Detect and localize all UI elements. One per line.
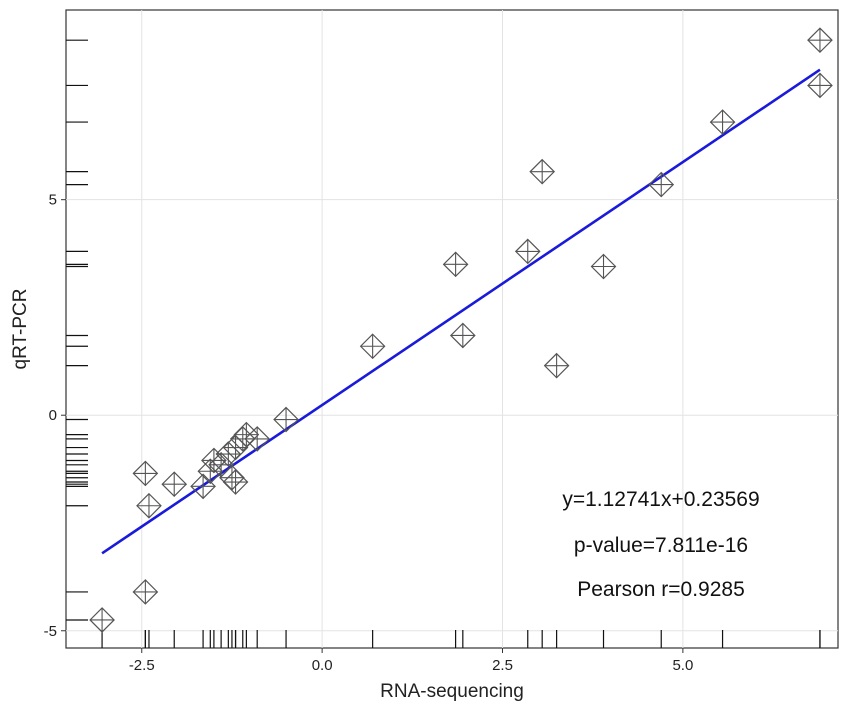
point-layer — [89, 27, 833, 633]
p-value-label: p-value=7.811e-16 — [574, 534, 748, 557]
data-point — [709, 109, 736, 135]
data-point — [529, 158, 556, 185]
data-point — [215, 441, 242, 467]
data-point — [132, 460, 159, 487]
data-point — [273, 406, 299, 433]
grid-layer — [66, 10, 838, 648]
pearson-r-label: Pearson r=0.9285 — [577, 578, 745, 601]
regression-equation: y=1.12741x+0.23569 — [562, 488, 759, 511]
regression-line — [101, 68, 821, 555]
data-point — [359, 333, 386, 360]
x-axis-title: RNA-sequencing — [380, 681, 524, 702]
data-point — [543, 352, 570, 379]
rug-layer — [66, 39, 821, 648]
data-point — [807, 27, 833, 54]
data-point — [514, 238, 541, 265]
x-tick-label: 2.5 — [492, 657, 513, 674]
tick-layer: -2.5 0.0 2.5 5.0 -5 0 5 — [44, 192, 694, 674]
fit-layer — [101, 68, 821, 555]
plot-panel — [65, 9, 839, 649]
data-point — [222, 469, 249, 495]
data-point — [442, 251, 469, 278]
y-tick-label: -5 — [44, 623, 57, 640]
y-tick-label: 5 — [49, 192, 57, 209]
x-tick-label: 0.0 — [312, 657, 333, 674]
y-axis-title: qRT-PCR — [10, 289, 31, 370]
x-tick-label: -2.5 — [129, 657, 155, 674]
data-point — [244, 426, 271, 452]
data-point — [807, 72, 833, 99]
data-point — [89, 607, 115, 633]
data-point — [161, 471, 188, 498]
data-point — [132, 579, 159, 605]
data-point — [449, 322, 476, 349]
data-point — [233, 421, 260, 448]
data-point — [648, 171, 675, 198]
y-tick-label: 0 — [49, 407, 57, 424]
data-point — [590, 253, 617, 280]
x-tick-label: 5.0 — [672, 657, 693, 674]
data-point — [136, 492, 162, 519]
